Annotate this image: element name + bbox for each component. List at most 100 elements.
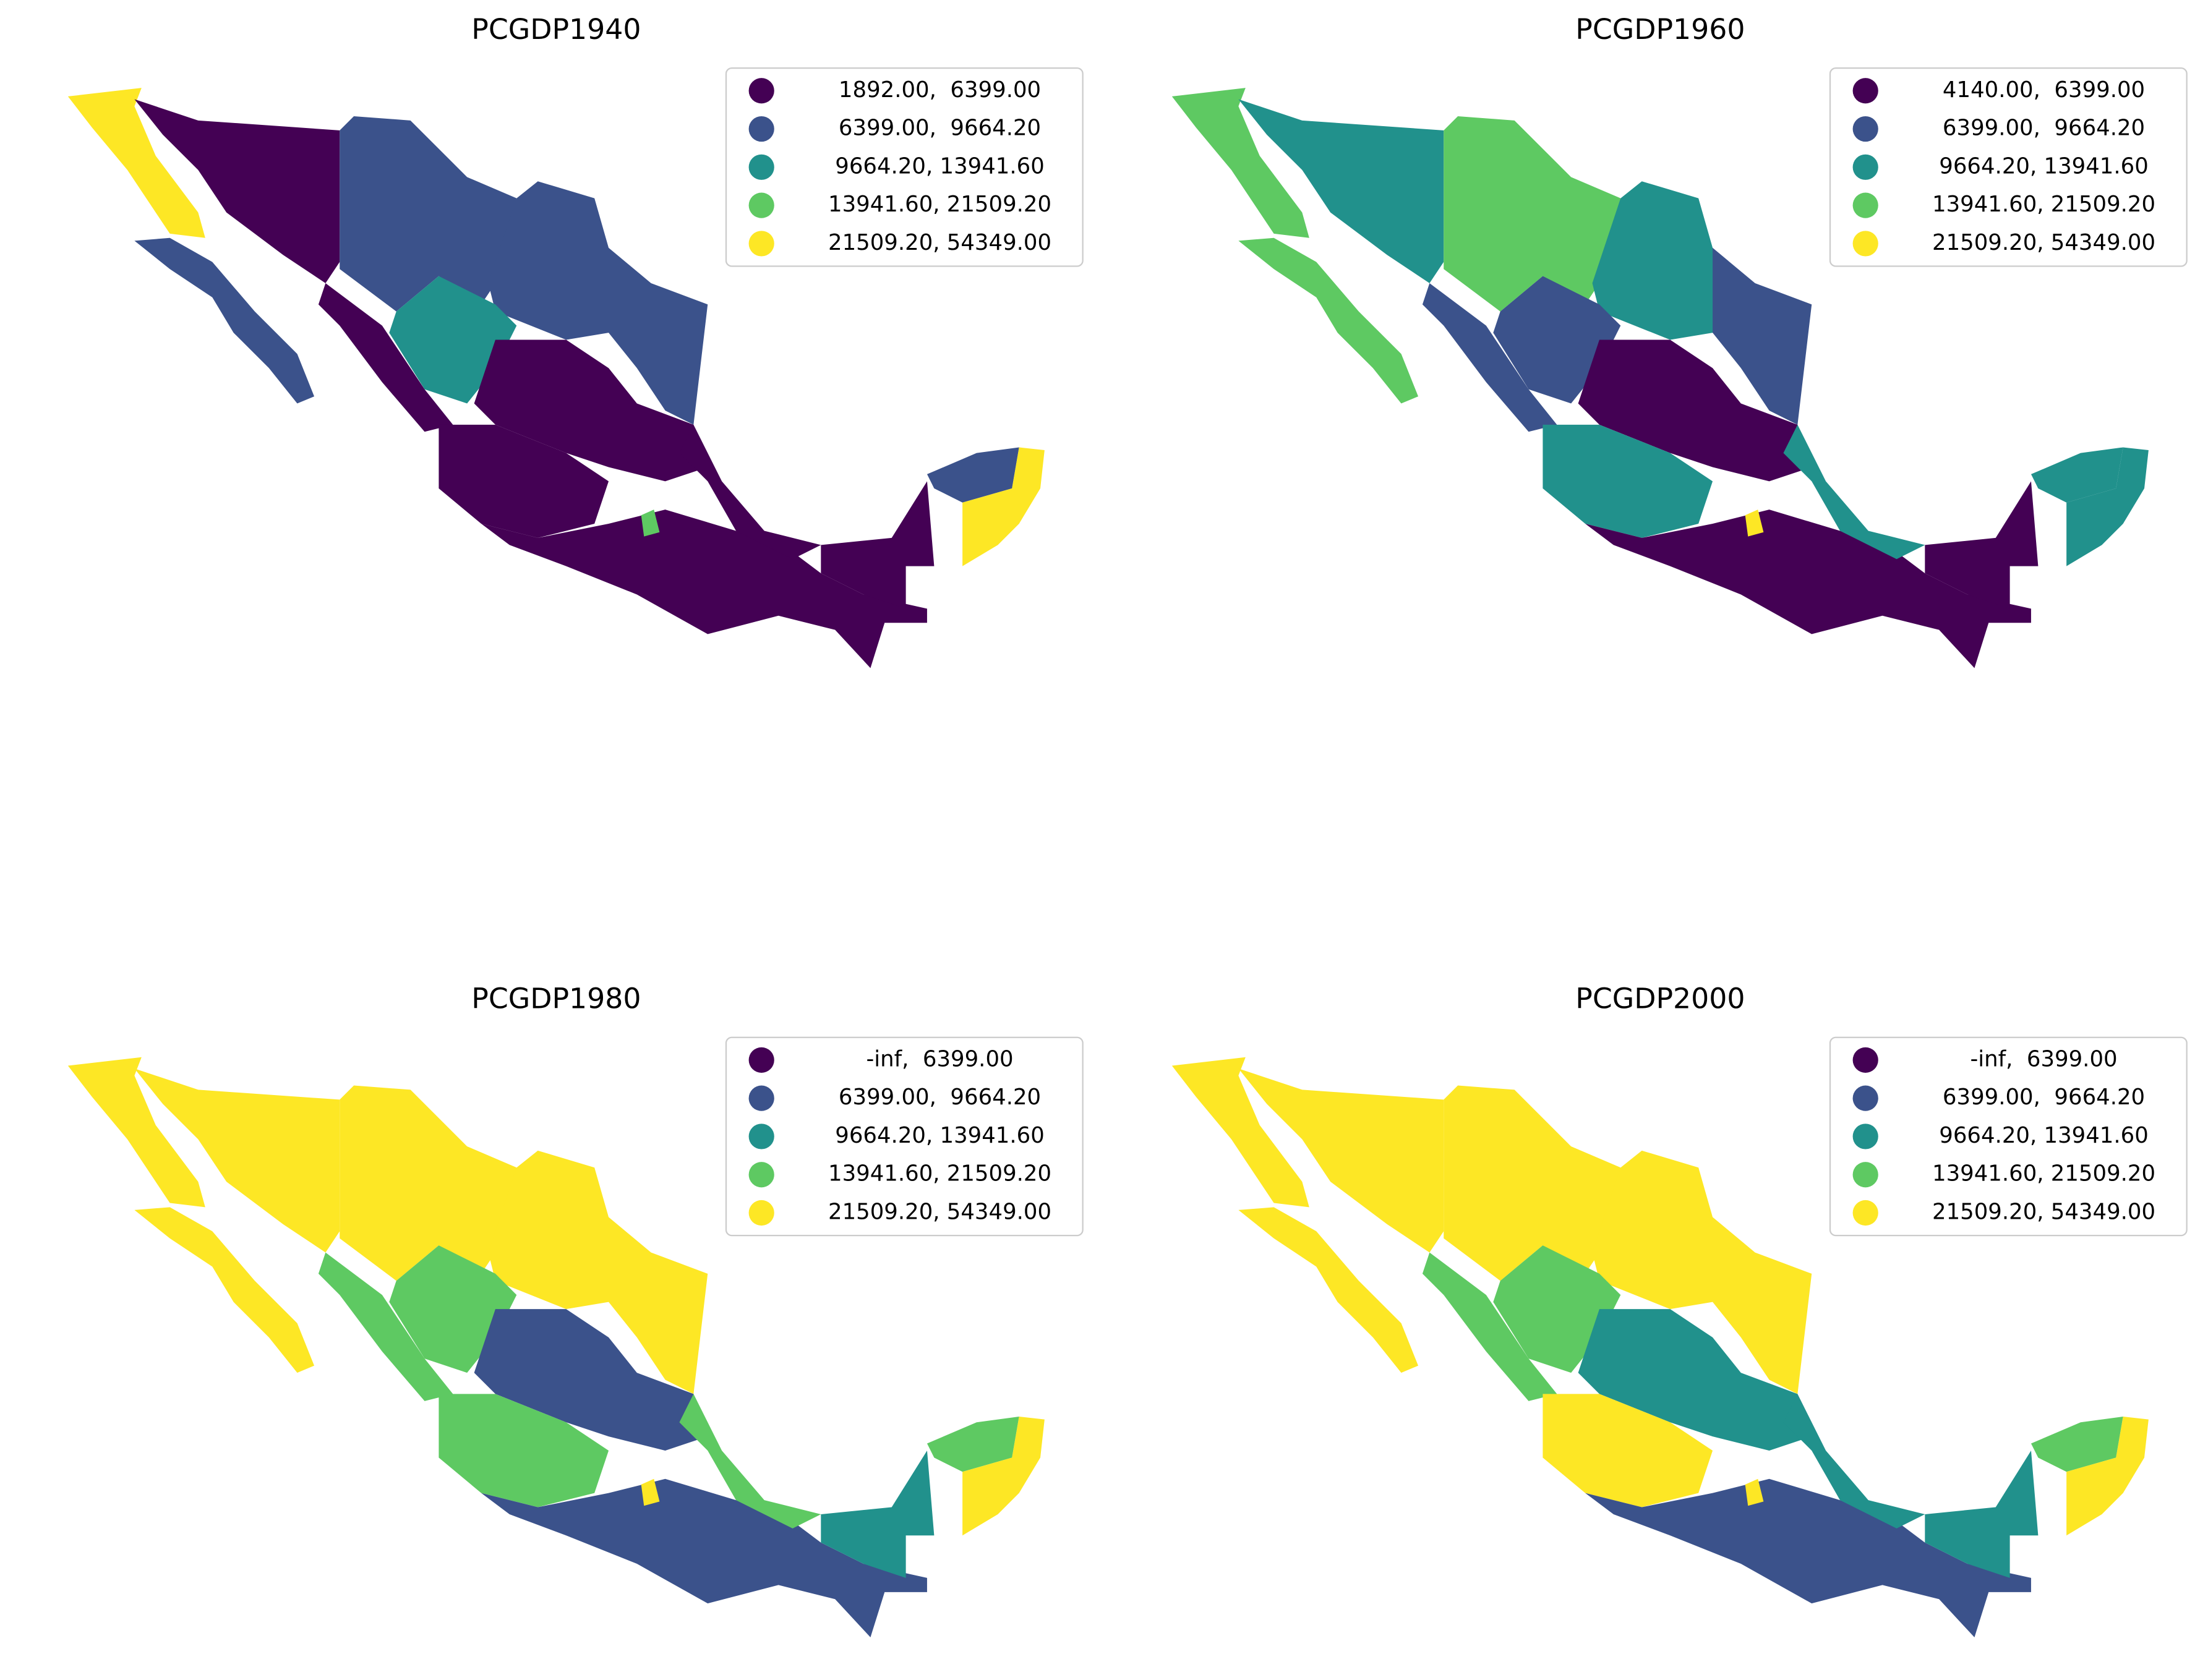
legend-label: 13941.60, 21509.20 (1932, 192, 2155, 217)
region (67, 88, 205, 238)
region (1171, 88, 1309, 238)
region (1238, 237, 1419, 404)
region (134, 1068, 340, 1253)
region (926, 1417, 1019, 1472)
legend-marker (1852, 78, 1878, 104)
region (1925, 1450, 2039, 1578)
legend-label: 1892.00, 6399.00 (839, 77, 1041, 103)
legend-marker (1852, 1085, 1878, 1111)
region (926, 447, 1019, 503)
region (481, 1478, 927, 1638)
region (340, 1085, 517, 1281)
region (1592, 181, 1741, 340)
legend-box (1829, 67, 2188, 267)
legend-marker (748, 1047, 774, 1073)
region (1543, 1394, 1713, 1507)
legend-label: 21509.20, 54349.00 (828, 1200, 1051, 1225)
region (1444, 116, 1621, 312)
legend-marker (1852, 116, 1878, 142)
legend-marker (748, 116, 774, 142)
legend-label: -inf, 6399.00 (1970, 1046, 2117, 1072)
region (134, 1207, 315, 1373)
region (1925, 481, 2039, 609)
legend-label: 9664.20, 13941.60 (1939, 1123, 2148, 1148)
legend-label: 6399.00, 9664.20 (839, 116, 1041, 141)
region (679, 424, 821, 560)
legend-marker (748, 192, 774, 218)
legend-label: 6399.00, 9664.20 (1943, 1085, 2145, 1110)
legend-marker (1852, 1124, 1878, 1149)
legend-marker (1852, 231, 1878, 257)
region (1543, 424, 1713, 538)
region (2066, 1417, 2149, 1536)
panel-title: PCGDP1960 (1575, 13, 1745, 46)
legend-marker (1852, 192, 1878, 218)
panel-title: PCGDP1980 (471, 983, 641, 1015)
legend-marker (1852, 154, 1878, 180)
legend-marker (748, 231, 774, 257)
region (474, 1309, 708, 1451)
legend-box (725, 1036, 1084, 1237)
legend: -inf, 6399.00 6399.00, 9664.20 9664.20, 13… (725, 1036, 1084, 1237)
legend-marker (748, 1085, 774, 1111)
region (609, 1217, 708, 1394)
region (2030, 1417, 2123, 1472)
legend-label: -inf, 6399.00 (866, 1046, 1013, 1072)
region (481, 510, 927, 668)
legend-marker (1852, 1162, 1878, 1188)
region (1444, 1085, 1621, 1281)
panel-title: PCGDP1940 (471, 13, 641, 46)
legend-label: 4140.00, 6399.00 (1943, 77, 2145, 103)
region (1713, 1217, 1812, 1394)
legend-label: 13941.60, 21509.20 (1932, 1161, 2155, 1187)
legend: 4140.00, 6399.00 6399.00, 9664.20 9664.20,… (1829, 67, 2188, 267)
region (1238, 1207, 1419, 1373)
legend-label: 9664.20, 13941.60 (1939, 153, 2148, 179)
legend-label: 9664.20, 13941.60 (835, 1123, 1044, 1148)
legend: -inf, 6399.00 6399.00, 9664.20 9664.20, 13… (1829, 1036, 2188, 1237)
legend-marker (1852, 1047, 1878, 1073)
region (1238, 99, 1444, 283)
region (962, 1417, 1045, 1536)
legend-marker (748, 1162, 774, 1188)
legend: 1892.00, 6399.00 6399.00, 9664.20 9664.20,… (725, 67, 1084, 267)
legend-label: 13941.60, 21509.20 (828, 192, 1051, 217)
region (340, 116, 517, 312)
region (439, 1394, 609, 1507)
region (2066, 447, 2149, 566)
region (1422, 283, 1557, 432)
region (962, 447, 1045, 566)
legend-box (725, 67, 1084, 267)
legend-label: 21509.20, 54349.00 (1932, 230, 2155, 255)
region (641, 1478, 660, 1506)
region (488, 1150, 637, 1310)
legend-marker (748, 154, 774, 180)
region (1578, 339, 1812, 482)
region (641, 510, 660, 537)
region (318, 1252, 453, 1401)
map-panel: PCGDP1960 4140.00, 6399.00 6399.00, 9664.2… (1171, 13, 2188, 668)
region (1713, 247, 1812, 425)
region (1585, 1478, 2031, 1638)
legend-label: 21509.20, 54349.00 (828, 230, 1051, 255)
region (609, 247, 708, 425)
region (134, 99, 340, 283)
region (318, 283, 453, 432)
legend-label: 6399.00, 9664.20 (1943, 116, 2145, 141)
map-panel: PCGDP1940 1892.00, 6399.00 6399.00, 9664.2… (67, 13, 1084, 668)
map-panel: PCGDP1980 -inf, 6399.00 6399.00, 9664.20 96… (67, 983, 1084, 1638)
legend-label: 13941.60, 21509.20 (828, 1161, 1051, 1187)
legend-label: 6399.00, 9664.20 (839, 1085, 1041, 1110)
region (1578, 1309, 1812, 1451)
legend-label: 21509.20, 54349.00 (1932, 1200, 2155, 1225)
region (1783, 424, 1925, 560)
region (2030, 447, 2123, 503)
map-panel: PCGDP2000 -inf, 6399.00 6399.00, 9664.20 96… (1171, 983, 2188, 1638)
panel-title: PCGDP2000 (1575, 983, 1745, 1015)
region (134, 237, 315, 404)
region (1745, 1478, 1764, 1506)
legend-marker (1852, 1200, 1878, 1226)
legend-marker (748, 78, 774, 104)
